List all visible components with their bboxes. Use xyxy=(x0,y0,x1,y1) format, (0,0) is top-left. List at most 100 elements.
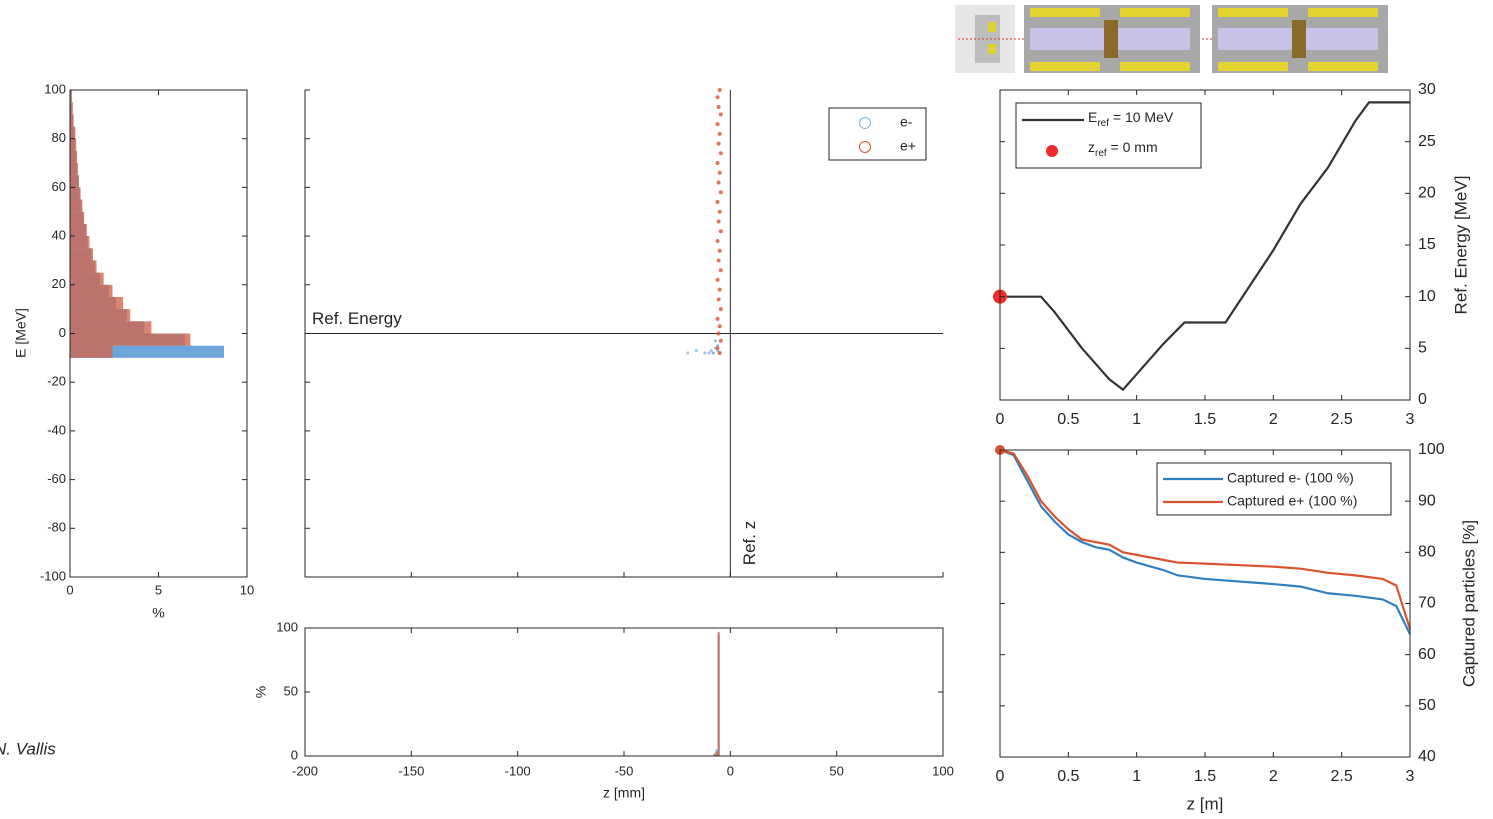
y-tick-label: 25 xyxy=(1418,133,1436,150)
y-tick-label: 80 xyxy=(1418,544,1436,561)
scatter-point xyxy=(719,190,723,194)
scatter-point xyxy=(717,332,721,336)
x-tick-label: 10 xyxy=(240,582,254,597)
x-tick-label: -100 xyxy=(505,763,531,778)
scatter-point xyxy=(708,351,711,354)
x-tick-label: 0 xyxy=(996,411,1005,428)
y-axis-label: Captured particles [%] xyxy=(1459,520,1478,687)
x-tick-label: 5 xyxy=(155,582,162,597)
x-tick-label: 1.5 xyxy=(1194,411,1216,428)
figure: N. Vallis 0510-100-80-60-40-200204060801… xyxy=(0,0,1493,819)
y-axis-label: % xyxy=(253,686,269,698)
hist-bar xyxy=(70,175,79,187)
hist-bar xyxy=(70,224,87,236)
hist-bar xyxy=(70,127,75,139)
scatter-point xyxy=(717,181,721,185)
x-tick-label: 0.5 xyxy=(1057,768,1079,785)
legend-label: Captured e- (100 %) xyxy=(1227,470,1354,486)
hist-bar xyxy=(70,346,112,358)
legend-label: Captured e+ (100 %) xyxy=(1227,493,1357,509)
y-tick-label: 40 xyxy=(1418,748,1436,765)
x-axis-label: z [mm] xyxy=(603,785,645,801)
x-tick-label: 0.5 xyxy=(1057,411,1079,428)
scatter-point xyxy=(719,268,723,272)
y-tick-label: 90 xyxy=(1418,492,1436,509)
y-tick-label: 80 xyxy=(52,130,66,145)
legend-text-part: E xyxy=(1088,109,1097,125)
x-tick-label: 100 xyxy=(932,763,954,778)
y-tick-label: 50 xyxy=(284,683,298,698)
scatter-point xyxy=(718,132,722,136)
x-tick-label: -150 xyxy=(398,763,424,778)
y-tick-label: -80 xyxy=(47,520,66,535)
hist-bar xyxy=(70,139,76,151)
x-tick-label: -50 xyxy=(615,763,634,778)
hist-bar xyxy=(718,632,720,756)
x-tick-label: 0 xyxy=(66,582,73,597)
scatter-point xyxy=(717,219,721,223)
hist-bar xyxy=(70,248,93,260)
x-tick-label: 3 xyxy=(1406,768,1415,785)
y-tick-label: -100 xyxy=(40,568,66,583)
x-tick-label: 0 xyxy=(996,768,1005,785)
legend-label: e+ xyxy=(900,138,916,154)
scatter-point xyxy=(716,122,720,126)
hist-bar xyxy=(70,187,81,199)
hist-bar xyxy=(70,321,151,333)
legend-text-part: ref xyxy=(1097,118,1109,129)
scatter-point xyxy=(717,258,721,262)
hist-bar xyxy=(70,285,112,297)
y-tick-label: 100 xyxy=(44,81,66,96)
x-axis-label: z [m] xyxy=(1187,794,1224,813)
scatter-point xyxy=(703,351,706,354)
x-tick-label: 0 xyxy=(727,763,734,778)
hist-bar xyxy=(70,212,84,224)
scatter-point xyxy=(718,288,722,292)
x-tick-label: 1.5 xyxy=(1194,768,1216,785)
scatter-point xyxy=(716,95,720,99)
annotation: Ref. z xyxy=(740,521,759,565)
y-tick-label: 10 xyxy=(1418,288,1436,305)
y-tick-label: 60 xyxy=(1418,646,1436,663)
hist-bar xyxy=(70,163,78,175)
x-tick-label: -200 xyxy=(292,763,318,778)
scatter-point xyxy=(714,339,717,342)
legend-label: e- xyxy=(900,114,913,130)
x-tick-label: 1 xyxy=(1132,411,1141,428)
hist-bar xyxy=(70,273,104,285)
y-tick-label: -60 xyxy=(47,471,66,486)
hist-bar xyxy=(70,260,97,272)
scatter-point xyxy=(716,346,720,350)
y-tick-label: 15 xyxy=(1418,236,1436,253)
scatter-point xyxy=(686,351,689,354)
x-tick-label: 2 xyxy=(1269,411,1278,428)
accelerator-sketch xyxy=(955,5,1388,73)
legend-marker xyxy=(1046,145,1058,157)
legend-text-part: = 10 MeV xyxy=(1109,109,1174,125)
x-tick-label: 1 xyxy=(1132,768,1141,785)
scatter-point xyxy=(717,142,721,146)
scatter-point xyxy=(718,249,722,253)
legend-text-part: ref xyxy=(1095,148,1107,159)
scatter-point xyxy=(716,200,720,204)
y-tick-label: 5 xyxy=(1418,340,1427,357)
scatter-point xyxy=(718,88,722,92)
x-tick-label: 2.5 xyxy=(1331,411,1353,428)
y-tick-label: 30 xyxy=(1418,81,1436,98)
scatter-point xyxy=(717,297,721,301)
scatter-point xyxy=(710,349,713,352)
scatter-point xyxy=(718,324,722,328)
scatter-point xyxy=(719,112,723,116)
x-axis-label: % xyxy=(152,605,164,621)
y-tick-label: 100 xyxy=(1418,441,1445,458)
scatter-point xyxy=(719,339,723,343)
hist-bar xyxy=(70,151,77,163)
scatter-point xyxy=(716,317,720,321)
y-tick-label: 20 xyxy=(52,276,66,291)
legend-text-part: z xyxy=(1088,139,1095,155)
annotation: Ref. Energy xyxy=(312,309,402,328)
y-tick-label: 40 xyxy=(52,228,66,243)
y-axis-label: Ref. Energy [MeV] xyxy=(1451,176,1470,315)
x-tick-label: 2.5 xyxy=(1331,768,1353,785)
scatter-point xyxy=(716,161,720,165)
